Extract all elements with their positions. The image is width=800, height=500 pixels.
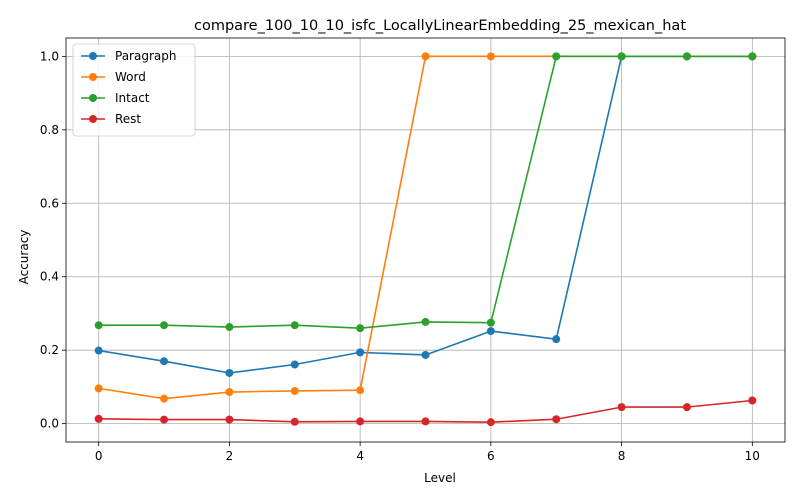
series-intact bbox=[94, 52, 757, 333]
legend-label: Rest bbox=[115, 112, 141, 126]
legend-item-paragraph: Paragraph bbox=[81, 49, 176, 63]
y-tick-label: 0.4 bbox=[40, 270, 59, 284]
data-point-rest bbox=[94, 414, 103, 423]
series-rest bbox=[94, 396, 757, 427]
data-point-intact bbox=[748, 52, 757, 61]
data-point-paragraph bbox=[225, 368, 234, 377]
legend-label: Paragraph bbox=[115, 49, 176, 63]
legend-item-rest: Rest bbox=[81, 112, 141, 126]
y-tick-label: 0.0 bbox=[40, 417, 59, 431]
data-point-word bbox=[356, 386, 365, 395]
y-tick-label: 0.2 bbox=[40, 343, 59, 357]
data-point-rest bbox=[617, 403, 626, 412]
data-point-intact bbox=[160, 321, 169, 330]
data-point-word bbox=[486, 52, 495, 61]
legend-label: Word bbox=[115, 70, 146, 84]
data-point-intact bbox=[617, 52, 626, 61]
data-point-rest bbox=[356, 417, 365, 426]
data-point-intact bbox=[682, 52, 691, 61]
data-point-rest bbox=[421, 417, 430, 426]
x-tick-label: 8 bbox=[618, 449, 626, 463]
data-point-rest bbox=[552, 415, 561, 424]
data-point-word bbox=[421, 52, 430, 61]
data-point-word bbox=[160, 394, 169, 403]
legend: Paragraph Word Intact Rest bbox=[72, 43, 196, 137]
x-tick-label: 4 bbox=[356, 449, 364, 463]
data-point-paragraph bbox=[94, 346, 103, 355]
legend-marker bbox=[89, 52, 97, 60]
legend-marker bbox=[89, 94, 97, 102]
axis-ticks: 0 2 4 6 8 10 0.0 0.2 0.4 0.6 0.8 1.0 bbox=[40, 49, 760, 463]
data-point-intact bbox=[290, 321, 299, 330]
y-tick-label: 0.6 bbox=[40, 196, 59, 210]
y-tick-label: 0.8 bbox=[40, 123, 59, 137]
legend-box bbox=[72, 43, 196, 137]
legend-marker bbox=[89, 73, 97, 81]
legend-item-intact: Intact bbox=[81, 91, 150, 105]
data-point-intact bbox=[421, 317, 430, 326]
data-point-rest bbox=[486, 418, 495, 427]
data-point-rest bbox=[748, 396, 757, 405]
plot-frame bbox=[65, 37, 786, 443]
data-point-paragraph bbox=[486, 327, 495, 336]
legend-label: Intact bbox=[115, 91, 150, 105]
data-point-intact bbox=[356, 324, 365, 333]
x-tick-label: 10 bbox=[745, 449, 760, 463]
data-point-rest bbox=[160, 415, 169, 424]
data-point-word bbox=[94, 384, 103, 393]
legend-item-word: Word bbox=[81, 70, 146, 84]
series-layer bbox=[94, 52, 757, 427]
data-point-paragraph bbox=[421, 350, 430, 359]
data-point-rest bbox=[290, 417, 299, 426]
data-point-rest bbox=[225, 415, 234, 424]
data-point-intact bbox=[552, 52, 561, 61]
data-point-paragraph bbox=[160, 357, 169, 366]
x-tick-label: 6 bbox=[487, 449, 495, 463]
data-point-intact bbox=[225, 323, 234, 332]
data-point-paragraph bbox=[356, 348, 365, 357]
y-tick-label: 1.0 bbox=[40, 49, 59, 63]
grid bbox=[66, 38, 785, 442]
x-axis-label: Level bbox=[424, 471, 456, 485]
data-point-paragraph bbox=[552, 335, 561, 344]
x-tick-label: 2 bbox=[226, 449, 234, 463]
data-point-word bbox=[225, 388, 234, 397]
data-point-intact bbox=[486, 318, 495, 327]
x-tick-label: 0 bbox=[95, 449, 103, 463]
legend-marker bbox=[89, 115, 97, 123]
chart-title: compare_100_10_10_isfc_LocallyLinearEmbe… bbox=[194, 18, 686, 34]
data-point-word bbox=[290, 386, 299, 395]
data-point-rest bbox=[682, 403, 691, 412]
data-point-intact bbox=[94, 321, 103, 330]
data-point-paragraph bbox=[290, 360, 299, 369]
y-axis-label: Accuracy bbox=[17, 230, 31, 285]
